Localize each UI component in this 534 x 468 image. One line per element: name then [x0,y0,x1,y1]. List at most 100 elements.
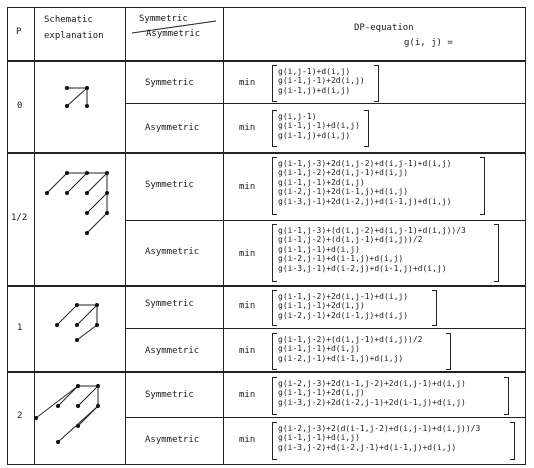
bracket-right [504,377,509,415]
p-value-2: 1 [17,323,23,333]
equation-line: g(i-1,j-1)+2d(i,j) [278,76,365,86]
equation-line: g(i-3,j-1)+2d(i-2,j)+d(i-1,j)+d(i,j) [278,196,452,206]
equation-lines: g(i-2,j-3)+2d(i-1,j-2)+2d(i,j-1)+d(i,j) … [278,379,466,407]
row-2-sub-divider [126,328,526,329]
schematic-header-line-2: explanation [44,31,104,41]
table-bottom-border [7,464,526,465]
equation-lines: g(i-1,j-2)+2d(i,j-1)+d(i,j) g(i-1,j-1)+2… [278,292,408,320]
min-operator: min [239,78,256,88]
schematic-column-divider [125,7,126,465]
bracket-right [480,157,485,215]
equation-line: g(i-1,j-3)+2d(i,j-2)+d(i,j-1)+d(i,j) [278,159,452,168]
equation-line: g(i-1,j-2)+2d(i,j-1)+d(i,j) [278,168,409,178]
equation-line: g(i-1,j)+d(i,j) [278,130,351,140]
equation-line: g(i-2,j-1)+d(i-1,j)+d(i,j) [278,353,404,363]
bracket-right [364,110,369,147]
table-left-border [7,7,8,465]
equation-line: g(i-2,j-3)+2(d(i-1,j-2)+d(i,j-1)+d(i,j))… [278,424,481,433]
bracket-left [272,110,277,147]
bracket-right [374,65,379,102]
equation-line: g(i-1,j-2)+(d(i,j-1)+d(i,j))/2 [278,235,423,245]
p-column-header: P [16,27,22,37]
bracket-left [272,377,277,415]
row-2-bottom-border [7,371,526,373]
type-label: Asymmetric [145,123,200,133]
equation-lines: g(i-1,j-2)+(d(i,j-1)+d(i,j))/2 g(i-1,j-1… [278,335,423,363]
schematic-p-half [45,171,109,235]
row-1-bottom-border [7,285,526,287]
type-label: Asymmetric [145,247,200,257]
header-slash [131,20,217,34]
equation-line: g(i,j-1) [278,112,317,121]
bracket-right [494,224,499,282]
equation-line: g(i-3,j-1)+d(i-2,j)+d(i-1,j)+d(i,j) [278,263,447,273]
row-1-sub-divider [126,220,526,221]
p-value-1: 1/2 [11,213,28,223]
schematic-header-line-1: Schematic [44,15,93,25]
min-operator: min [239,390,256,400]
bracket-left [272,224,277,282]
equation-line: g(i-1,j-1)+2d(i,j) [278,388,365,398]
type-label: Symmetric [145,180,194,190]
row-0-bottom-border [7,152,526,154]
bracket-right [432,290,437,326]
header-bottom-border [7,60,526,62]
bracket-right [510,422,515,460]
bracket-left [272,65,277,102]
dp-equation-header: DP-equation [354,23,414,33]
equation-line: g(i-1,j-1)+2d(i,j) [278,177,365,187]
type-label: Symmetric [145,390,194,400]
equation-line: g(i-3,j-2)+2d(i-2,j-1)+2d(i-1,j)+d(i,j) [278,397,466,407]
equation-line: g(i-1,j-1)+d(i,j) [278,244,360,254]
min-operator: min [239,301,256,311]
equation-line: g(i-2,j-1)+2d(i-1,j)+d(i,j) [278,310,409,320]
equation-line: g(i-1,j-1)+d(i,j) [278,121,360,131]
equation-lines: g(i,j-1)+d(i,j) g(i-1,j-1)+2d(i,j) g(i-1… [278,67,365,95]
bracket-left [272,333,277,370]
p-column-divider [34,7,35,465]
equation-line: g(i-1,j-3)+(d(i,j-2)+d(i,j-1)+d(i,j))/3 [278,226,466,235]
asymmetric-header: Asymmetric [146,29,201,39]
table-top-border [7,7,526,8]
equation-line: g(i,j-1)+d(i,j) [278,67,351,76]
equation-line: g(i-3,j-2)+d(i-2,j-1)+d(i-1,j)+d(i,j) [278,442,457,452]
row-0-sub-divider [126,103,526,104]
equation-line: g(i-1,j-1)+d(i,j) [278,433,360,443]
type-label: Asymmetric [145,435,200,445]
equation-line: g(i-1,j-2)+2d(i,j-1)+d(i,j) [278,292,409,301]
bracket-left [272,422,277,460]
bracket-left [272,290,277,326]
row-3-sub-divider [126,417,526,418]
schematic-p0 [65,86,89,108]
p-value-3: 2 [17,411,23,421]
equation-line: g(i-1,j)+d(i,j) [278,85,351,95]
equation-lines: g(i-1,j-3)+2d(i,j-2)+d(i,j-1)+d(i,j) g(i… [278,159,451,206]
symmetric-header: Symmetric [139,14,188,24]
schematic-p1 [55,303,99,342]
equation-lines: g(i-2,j-3)+2(d(i-1,j-2)+d(i,j-1)+d(i,j))… [278,424,480,452]
equation-lines: g(i,j-1) g(i-1,j-1)+d(i,j) g(i-1,j)+d(i,… [278,112,360,140]
min-operator: min [239,346,256,356]
equation-line: g(i-2,j-1)+d(i-1,j)+d(i,j) [278,254,404,264]
equation-line: g(i-2,j-1)+2d(i-1,j)+d(i,j) [278,187,409,197]
equation-line: g(i-1,j-1)+d(i,j) [278,344,360,354]
bracket-left [272,157,277,215]
min-operator: min [239,249,256,259]
type-column-divider [223,7,224,465]
p-value-0: 0 [17,101,23,111]
equation-line: g(i-1,j-1)+2d(i,j) [278,301,365,311]
equation-line: g(i-1,j-2)+(d(i,j-1)+d(i,j))/2 [278,335,423,344]
type-label: Symmetric [145,78,194,88]
type-label: Symmetric [145,299,194,309]
equation-lines: g(i-1,j-3)+(d(i,j-2)+d(i,j-1)+d(i,j))/3 … [278,226,466,273]
schematic-p2 [34,384,100,444]
min-operator: min [239,182,256,192]
equation-line: g(i-2,j-3)+2d(i-1,j-2)+2d(i,j-1)+d(i,j) [278,379,466,388]
min-operator: min [239,123,256,133]
table-right-border [525,7,526,465]
bracket-right [446,333,451,370]
dp-equation-lhs: g(i, j) = [404,38,453,48]
type-label: Asymmetric [145,346,200,356]
min-operator: min [239,435,256,445]
